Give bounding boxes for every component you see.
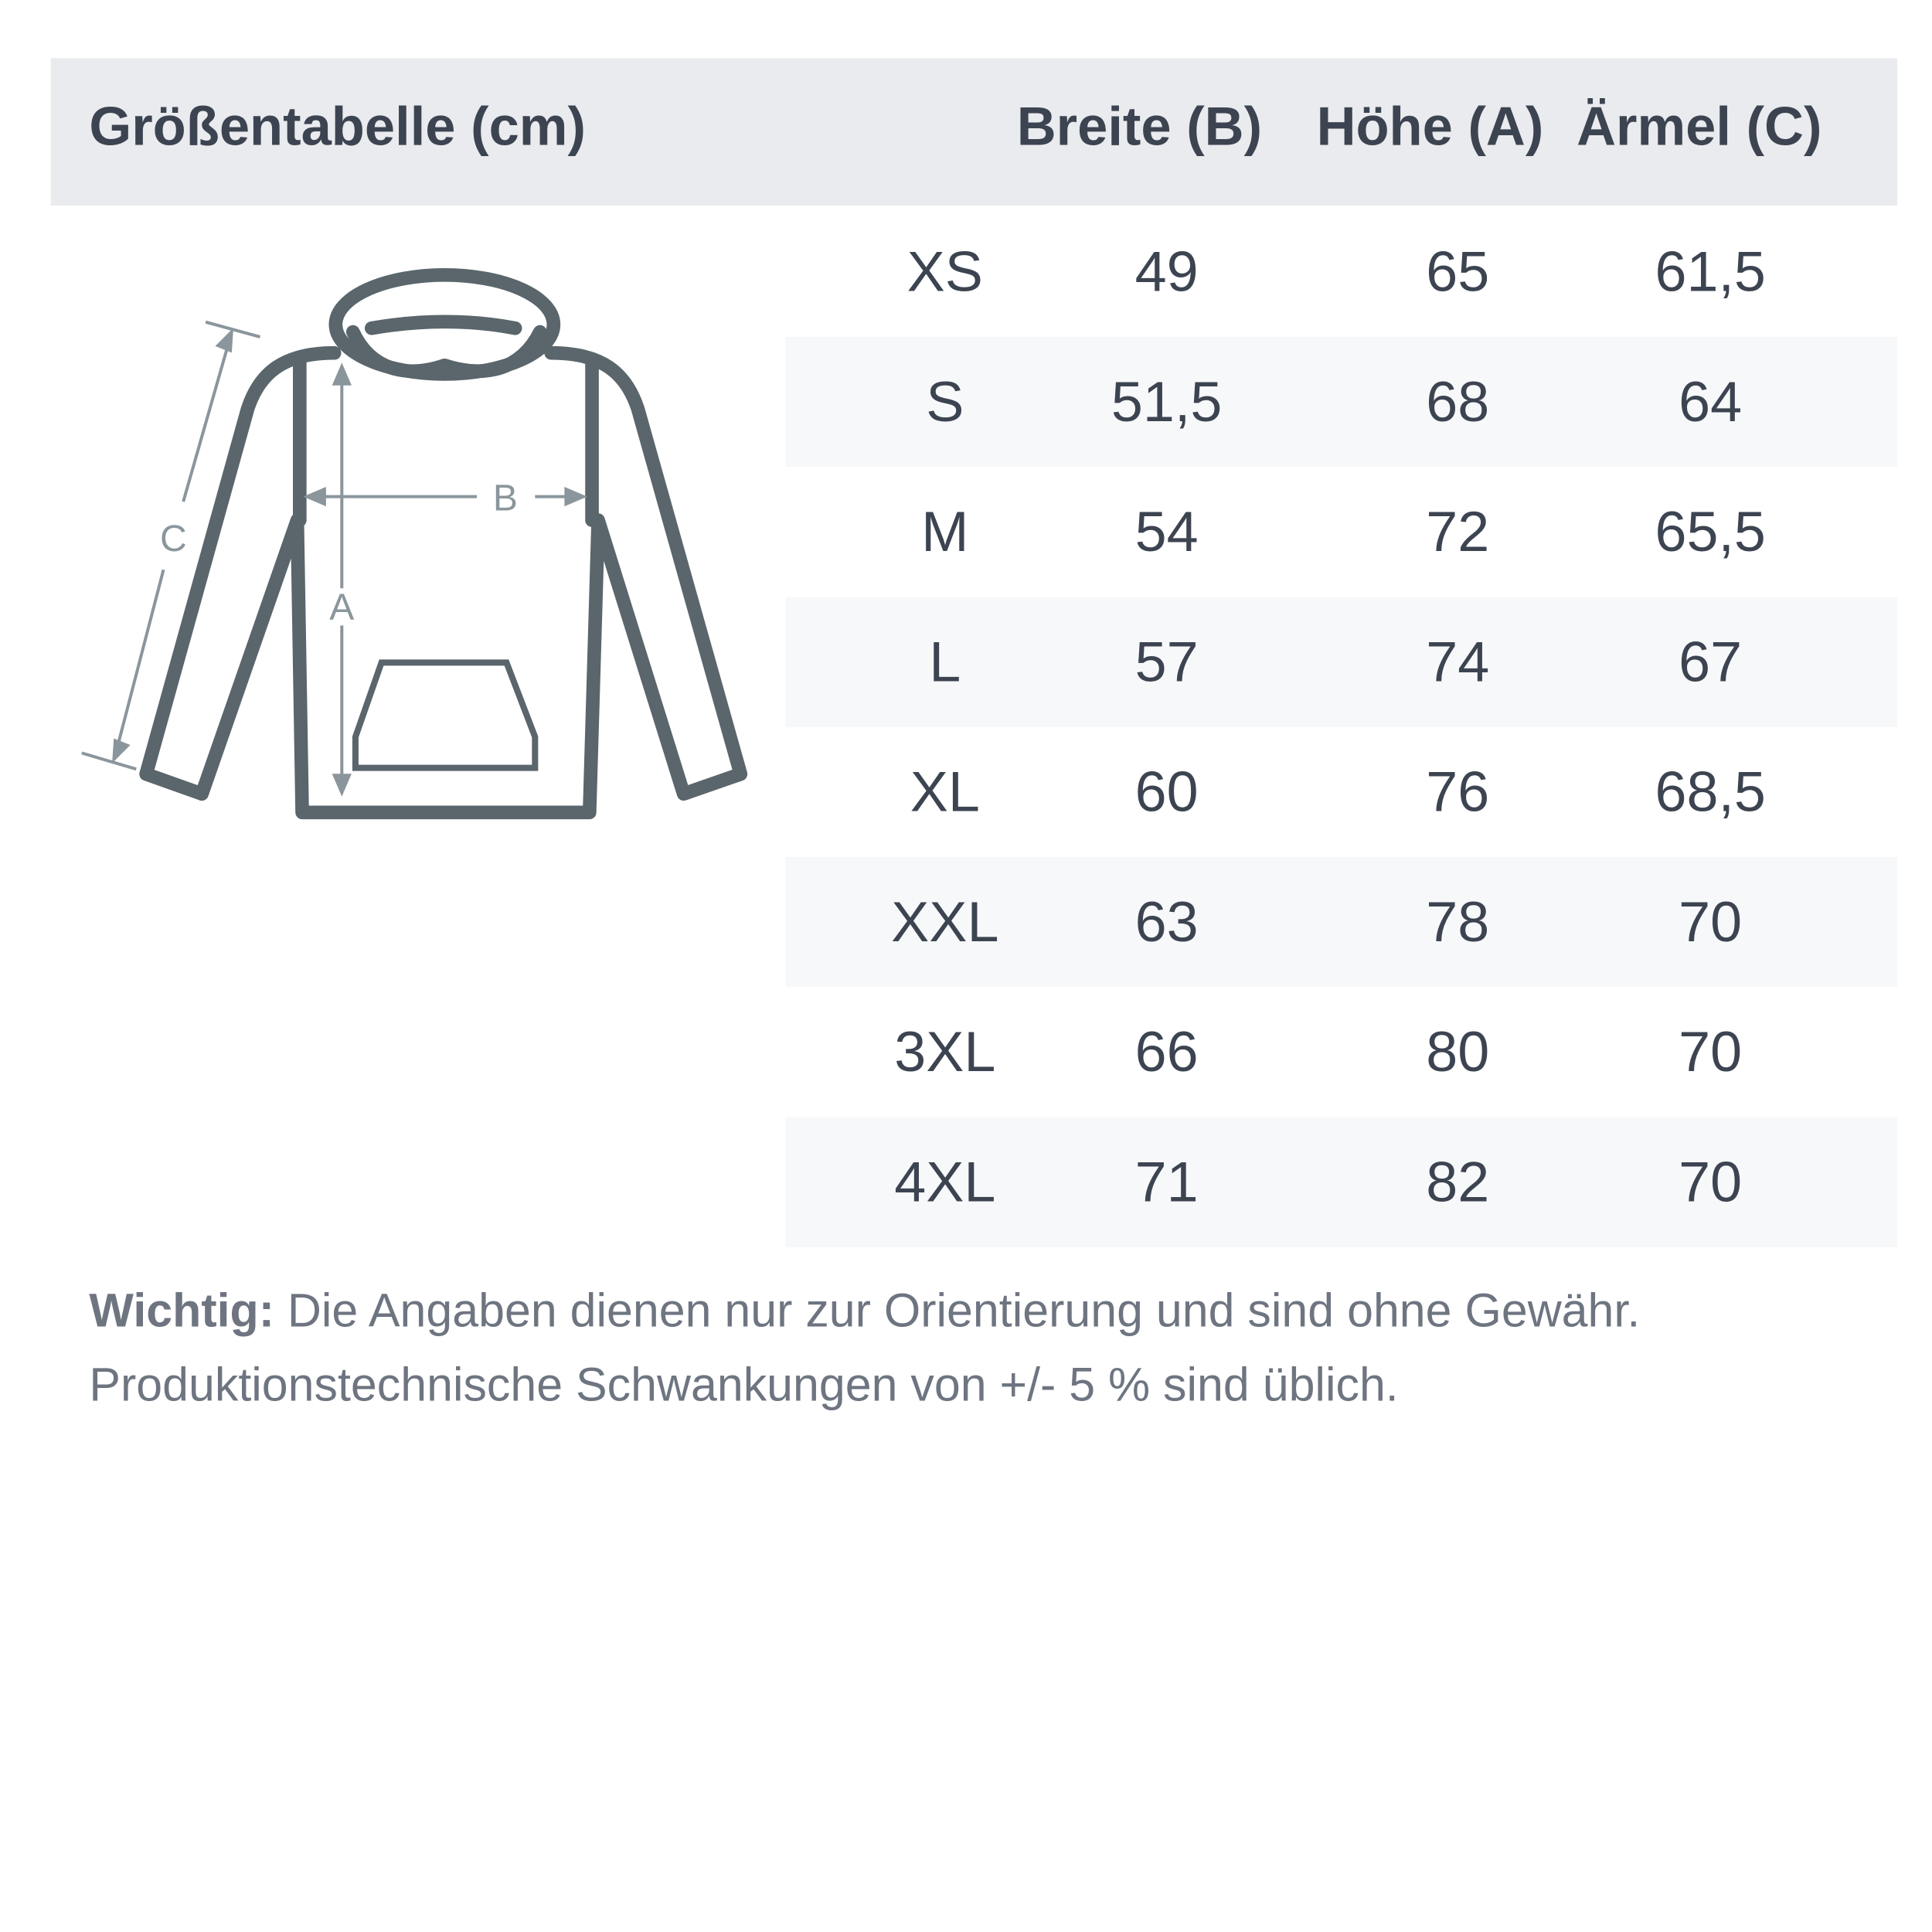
table-row: XL 60 76 68,5 [785,727,1897,857]
table-row: L 57 74 67 [785,597,1898,727]
width-label: B [493,477,518,519]
table-row: XXL 63 78 70 [785,856,1898,988]
table-row: 3XL 66 80 70 [785,987,1897,1117]
column-header-sleeve: Ärmel (C) [1577,97,1822,158]
measurement-arrows-icon [81,320,587,797]
cell-c: 61,5 [1655,239,1766,304]
column-header-height: Höhe (A) [1316,97,1544,158]
cell-a: 76 [1426,759,1490,824]
column-header-width: Breite (B) [1016,97,1263,158]
cell-size: XXL [891,889,999,954]
cell-c: 70 [1679,1019,1743,1084]
cell-size: 4XL [894,1149,996,1214]
cell-a: 68 [1426,369,1490,434]
cell-b: 71 [1134,1149,1199,1214]
cell-size: S [926,369,964,434]
cell-c: 67 [1679,629,1743,694]
cell-size: XS [906,239,983,304]
cell-c: 70 [1679,889,1743,954]
cell-a: 80 [1426,1019,1490,1084]
table-row: 4XL 71 82 70 [785,1117,1898,1247]
cell-size: M [921,498,969,564]
sleeve-label: C [160,518,187,560]
cell-a: 74 [1426,629,1490,694]
cell-b: 63 [1134,889,1199,954]
table-header [50,58,1898,206]
cell-b: 51,5 [1111,369,1223,434]
height-label: A [329,586,354,628]
cell-a: 78 [1426,889,1490,954]
cell-b: 57 [1134,629,1199,694]
hoodie-outline-icon [139,267,748,820]
cell-c: 70 [1679,1149,1743,1214]
cell-size: XL [910,759,980,824]
cell-c: 68,5 [1655,759,1766,824]
cell-size: L [929,629,961,694]
cell-size: 3XL [894,1019,996,1084]
note-line-1: Wichtig: Die Angaben dienen nur zur Orie… [89,1285,1640,1338]
table-row: M 54 72 65,5 [785,467,1897,597]
note-text-1: Die Angaben dienen nur zur Orientierung … [287,1285,1641,1338]
cell-b: 66 [1134,1019,1199,1084]
cell-c: 64 [1679,369,1743,434]
table-row: S 51,5 68 64 [785,336,1898,468]
cell-b: 60 [1134,759,1199,824]
note-line-2: Produktionstechnische Schwankungen von +… [89,1359,1399,1412]
cell-b: 49 [1134,239,1199,304]
cell-a: 82 [1426,1149,1490,1214]
note-label: Wichtig: [89,1285,275,1338]
cell-b: 54 [1134,498,1199,564]
pocket-icon [352,659,539,771]
hoodie-diagram: B A C [81,267,748,820]
table-row: XS 49 65 61,5 [785,207,1897,337]
cell-a: 72 [1426,498,1490,564]
cell-c: 65,5 [1655,498,1766,564]
cell-a: 65 [1426,239,1490,304]
table-title: Größentabelle (cm) [89,97,586,158]
